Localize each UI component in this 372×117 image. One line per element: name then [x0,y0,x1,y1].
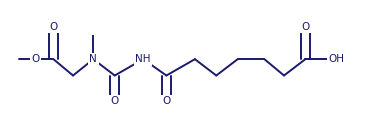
Text: O: O [301,22,310,32]
Text: O: O [162,96,170,106]
Text: NH: NH [135,54,151,64]
Text: O: O [32,54,40,64]
Text: N: N [90,54,97,64]
Text: O: O [110,96,119,106]
Text: OH: OH [328,54,344,64]
Text: N: N [90,22,97,32]
Text: O: O [49,22,58,32]
